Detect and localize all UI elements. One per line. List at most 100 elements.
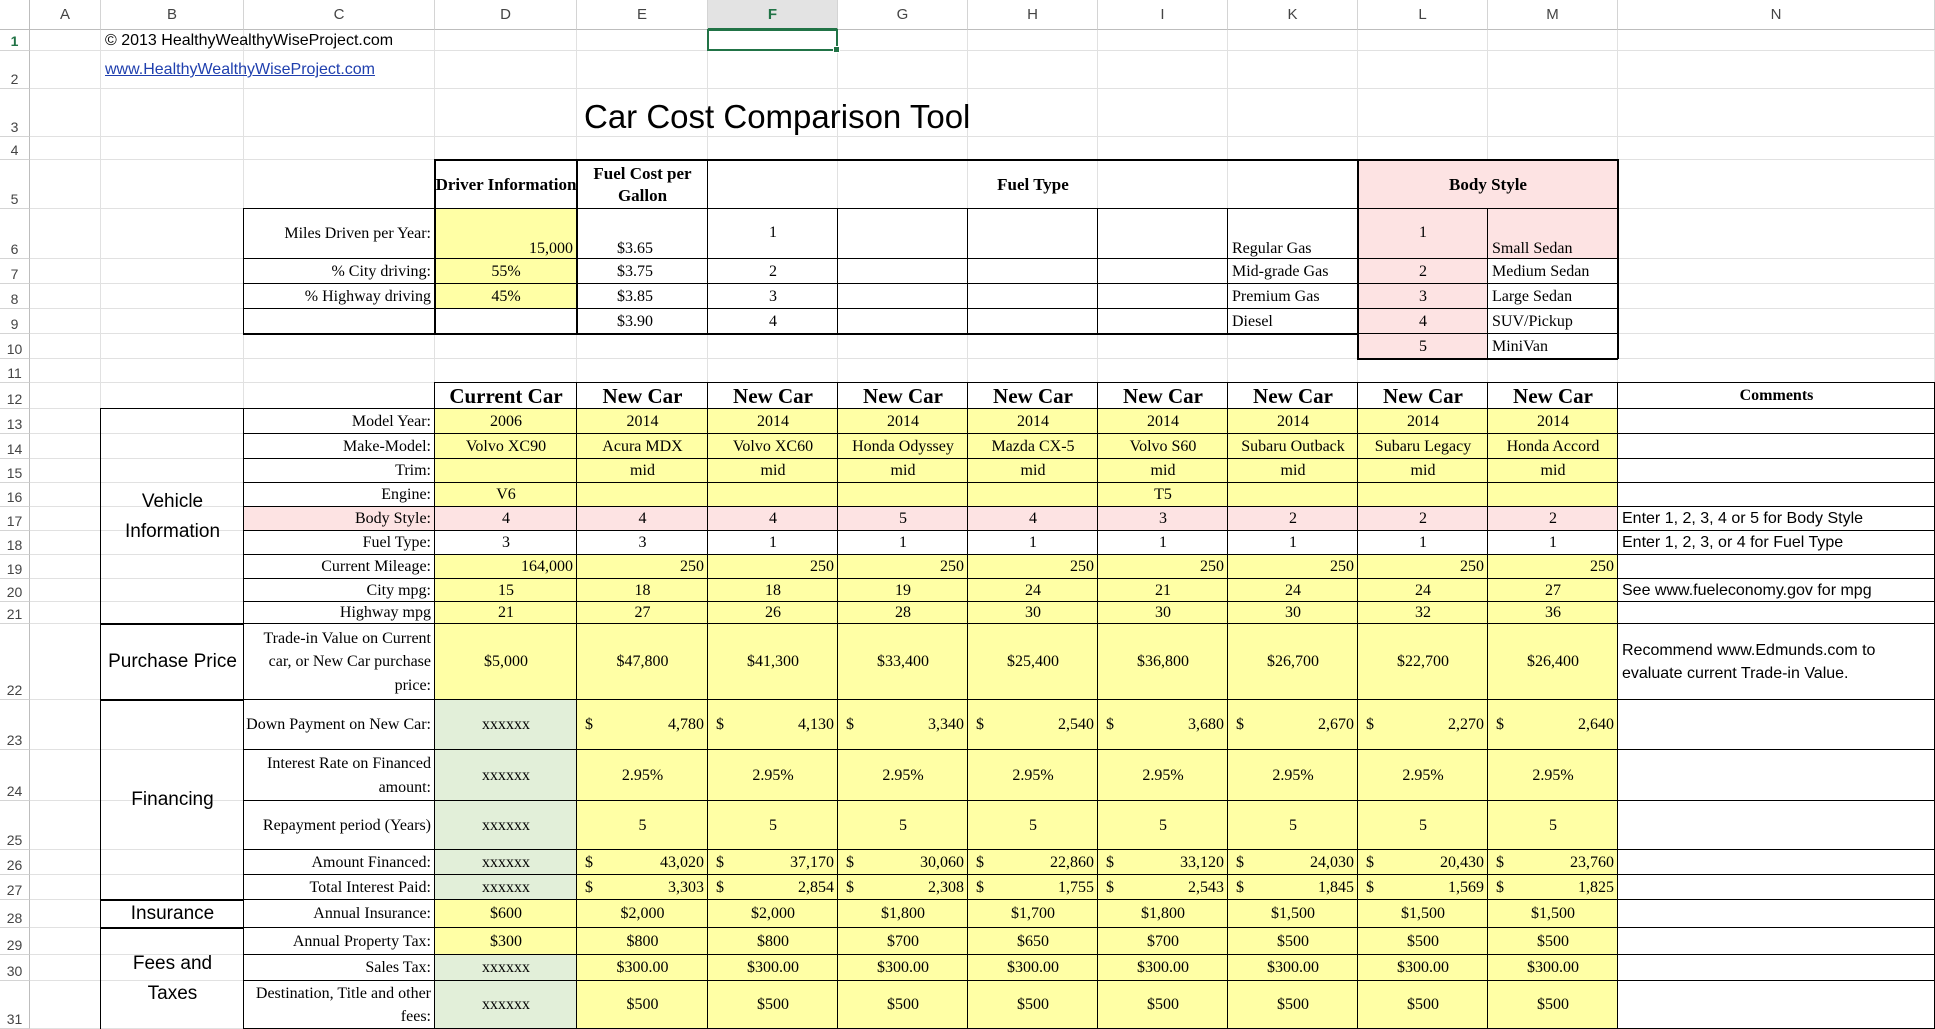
row-header-11[interactable]: 11 [0,359,30,383]
fuel-cost-cell[interactable]: $3.90 [617,312,653,330]
value-down[interactable]: 3,340 [928,716,964,733]
column-header-E[interactable]: E [577,0,708,30]
value-body-style[interactable]: 4 [769,510,777,527]
value-make-model[interactable]: Acura MDX [602,437,683,455]
value-body-style[interactable]: 4 [1029,510,1037,527]
value-interest[interactable]: 1,845 [1318,878,1354,896]
value-interest[interactable]: 1,755 [1058,878,1094,896]
row-header-14[interactable]: 14 [0,434,30,459]
value-rate[interactable]: 2.95% [1272,766,1314,784]
value-body-style[interactable]: 5 [899,510,907,527]
value-engine[interactable] [1488,483,1618,507]
value-financed[interactable]: 43,020 [660,853,704,871]
value-prop-tax[interactable]: $700 [887,932,919,950]
value-trim[interactable]: mid [1150,462,1176,479]
value-fuel-type[interactable]: 1 [1029,534,1037,551]
website-link[interactable]: www.HealthyWealthyWiseProject.com [105,61,376,78]
value-mileage[interactable]: 250 [1590,558,1614,575]
value-down[interactable]: 2,670 [1318,716,1354,733]
value-sales-tax[interactable]: $300.00 [616,959,669,976]
value-city-mpg[interactable]: 24 [1025,581,1041,599]
value-make-model[interactable]: Volvo S60 [1129,437,1197,455]
value-city-mpg[interactable]: 27 [1545,581,1561,599]
value-city-mpg[interactable]: 21 [1155,581,1171,599]
row-header-15[interactable]: 15 [0,459,30,483]
value-fuel-type[interactable]: 1 [1549,534,1557,551]
value-trim[interactable]: mid [1020,462,1046,479]
value-body-style[interactable]: 2 [1549,510,1557,527]
value-period[interactable]: 5 [769,816,777,834]
value-mileage[interactable]: 250 [940,558,964,575]
row-header-18[interactable]: 18 [0,531,30,555]
value-city-mpg[interactable]: 18 [765,581,781,599]
value-prop-tax[interactable]: $700 [1147,932,1179,950]
value-dest-fees[interactable]: $500 [1407,996,1439,1013]
value-trim[interactable]: mid [630,462,655,479]
value-fuel-type[interactable]: 3 [502,534,510,551]
value-rate[interactable]: 2.95% [1402,766,1444,784]
row-header-24[interactable]: 24 [0,750,30,801]
value-engine[interactable] [577,483,708,507]
value-down[interactable]: 2,640 [1578,716,1614,733]
column-header-I[interactable]: I [1098,0,1228,30]
selected-cell-F1[interactable] [707,29,840,53]
value-body-style[interactable]: 2 [1419,510,1427,527]
value-mileage[interactable]: 164,000 [521,558,573,575]
value-mileage[interactable]: 250 [680,558,704,575]
value-period[interactable]: 5 [1419,816,1427,834]
value-financed[interactable]: 33,120 [1180,853,1224,871]
value-city-mpg[interactable]: 24 [1285,581,1301,599]
value-rate[interactable]: 2.95% [882,766,924,784]
value-model-year[interactable]: 2014 [1017,412,1049,430]
value-engine[interactable]: T5 [1154,486,1172,503]
value-body-style[interactable]: 4 [638,510,647,527]
value-sales-tax[interactable]: xxxxxx [482,959,530,976]
value-financed[interactable]: 30,060 [920,853,964,871]
value-hwy-mpg[interactable]: 32 [1415,604,1431,621]
value-engine[interactable] [968,483,1098,507]
value-engine[interactable] [1228,483,1358,507]
row-header-9[interactable]: 9 [0,309,30,334]
row-header-17[interactable]: 17 [0,507,30,531]
value-down[interactable]: xxxxxx [482,716,530,733]
value-city-mpg[interactable]: 15 [498,581,514,599]
value-model-year[interactable]: 2014 [626,412,659,430]
value-insurance[interactable]: $1,500 [1401,905,1445,922]
value-make-model[interactable]: Honda Accord [1506,437,1600,455]
value-period[interactable]: 5 [1549,816,1557,834]
row-header-26[interactable]: 26 [0,850,30,875]
value-down[interactable]: 3,680 [1188,716,1224,733]
row-header-22[interactable]: 22 [0,624,30,700]
value-financed[interactable]: 24,030 [1310,853,1354,871]
value-engine[interactable] [708,483,838,507]
value-prop-tax[interactable]: $500 [1407,932,1439,950]
value-body-style[interactable]: 2 [1289,510,1297,527]
value-rate[interactable]: xxxxxx [482,766,530,784]
row-header-31[interactable]: 31 [0,981,30,1029]
value-period[interactable]: 5 [638,816,647,834]
value-make-model[interactable]: Volvo XC60 [732,437,814,455]
row-header-6[interactable]: 6 [0,209,30,259]
value-insurance[interactable]: $1,500 [1271,905,1315,922]
value-hwy-mpg[interactable]: 28 [895,604,911,621]
row-header-1[interactable]: 1 [0,30,30,51]
value-fuel-type[interactable]: 1 [1419,534,1427,551]
value-dest-fees[interactable]: $500 [757,996,789,1013]
value-dest-fees[interactable]: $500 [1277,996,1309,1013]
value-dest-fees[interactable]: $500 [626,996,659,1013]
column-header-G[interactable]: G [838,0,968,30]
value-dest-fees[interactable]: xxxxxx [482,996,530,1013]
value-interest[interactable]: xxxxxx [482,878,530,896]
column-header-K[interactable]: K [1228,0,1358,30]
fuel-cost-cell[interactable]: $3.85 [617,287,653,305]
value-financed[interactable]: 22,860 [1050,853,1094,871]
column-header-A[interactable]: A [30,0,101,30]
row-header-2[interactable]: 2 [0,51,30,89]
value-prop-tax[interactable]: $500 [1537,932,1569,950]
value-rate[interactable]: 2.95% [1532,766,1574,784]
fuel-cost-cell[interactable]: $3.75 [617,262,653,280]
value-fuel-type[interactable]: 1 [769,534,777,551]
value-insurance[interactable]: $1,500 [1531,905,1575,922]
value-prop-tax[interactable]: $800 [626,932,659,950]
value-price[interactable]: $36,800 [1137,653,1189,670]
